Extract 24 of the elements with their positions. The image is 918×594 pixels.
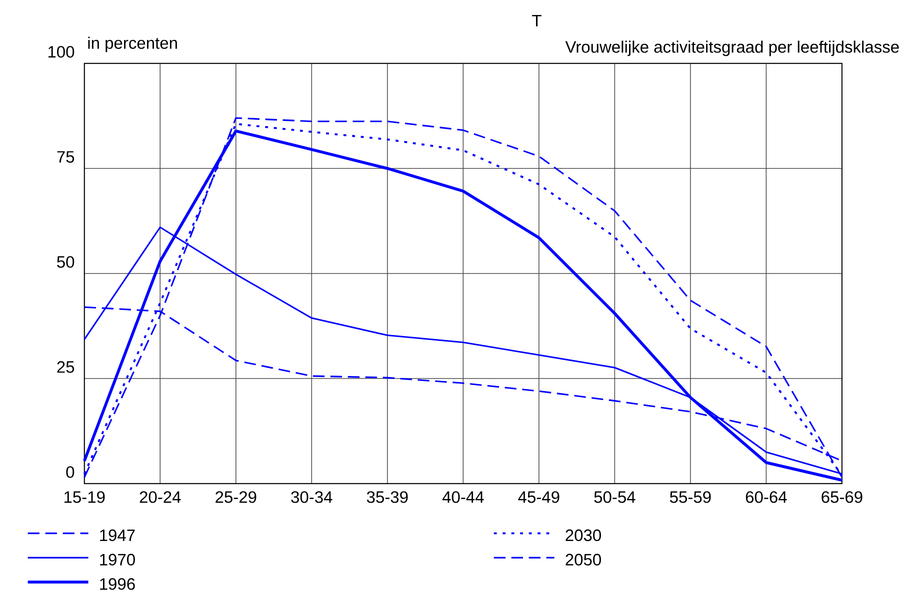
- y-tick-label: 25: [57, 361, 74, 373]
- x-tick-label: 65-69: [822, 491, 862, 504]
- x-tick-label: 35-39: [366, 491, 408, 504]
- y-tick-label: 0: [66, 466, 74, 478]
- x-tick-label: 15-19: [64, 491, 105, 504]
- x-tick-label: 55-59: [670, 491, 711, 504]
- x-tick-label: 25-29: [216, 491, 256, 504]
- x-tick-label: 45-49: [518, 491, 560, 504]
- x-tick-label: 50-54: [594, 491, 636, 504]
- legend-label: 2050: [566, 554, 601, 566]
- chart-title: Vrouwelijke activiteitsgraad per leeftijdsklasse: [565, 40, 899, 56]
- x-tick-label: 40-44: [442, 491, 484, 504]
- x-tick-label: 30-34: [291, 491, 332, 504]
- text: T: [532, 15, 542, 26]
- x-tick-label: 60-64: [746, 491, 787, 504]
- legend-label: 2030: [566, 530, 601, 542]
- y-tick-label: 75: [57, 151, 74, 163]
- legend-label: 1970: [100, 554, 135, 566]
- y-tick-label: 100: [48, 46, 74, 58]
- legend-label: 1996: [100, 578, 135, 590]
- x-tick-label: 20-24: [140, 491, 181, 504]
- y-tick-label: 50: [57, 256, 74, 268]
- y-axis-title: in percenten: [88, 36, 177, 52]
- legend-label: 1947: [100, 530, 135, 542]
